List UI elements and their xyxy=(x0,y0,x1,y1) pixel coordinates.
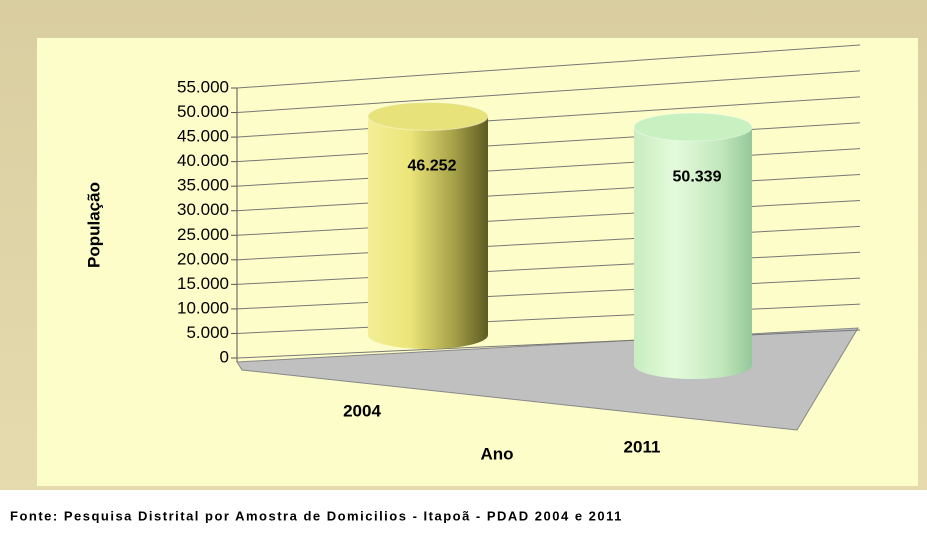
value-label: 46.252 xyxy=(408,158,457,175)
grid-line xyxy=(236,70,861,114)
grid-line xyxy=(236,44,861,89)
y-tick-label: 5.000 xyxy=(186,323,229,342)
source-note: Fonte: Pesquisa Distrital por Amostra de… xyxy=(10,508,623,523)
x-tick-label: 2004 xyxy=(343,401,381,420)
y-tick-label: 40.000 xyxy=(177,151,229,170)
y-tick-label: 0 xyxy=(220,347,229,366)
value-label: 50.339 xyxy=(673,168,722,185)
bar-top xyxy=(633,112,753,142)
y-tick-label: 45.000 xyxy=(177,127,229,146)
grid-line xyxy=(236,225,861,261)
grid-line xyxy=(236,303,861,334)
grid-line xyxy=(236,251,861,285)
y-tick-label: 20.000 xyxy=(177,249,229,268)
x-tick-label: 2011 xyxy=(624,437,661,456)
bar-top xyxy=(367,101,489,131)
footer-band xyxy=(0,490,927,529)
y-tick-label: 55.000 xyxy=(177,77,229,96)
y-tick-label: 10.000 xyxy=(177,298,229,317)
grid-line xyxy=(236,174,861,212)
bar xyxy=(368,116,488,349)
grid-line xyxy=(236,199,861,236)
x-axis-title: Ano xyxy=(480,444,513,463)
y-axis-title: População xyxy=(84,182,103,268)
y-tick-label: 30.000 xyxy=(177,200,229,219)
y-tick-label: 35.000 xyxy=(177,176,229,195)
y-tick-label: 15.000 xyxy=(177,274,229,293)
y-tick-label: 50.000 xyxy=(177,102,229,121)
grid-line xyxy=(236,96,861,138)
grid-line xyxy=(236,329,861,359)
grid-line xyxy=(236,122,861,163)
y-tick-label: 25.000 xyxy=(177,225,229,244)
grid-line xyxy=(236,277,861,310)
bar xyxy=(634,127,752,380)
grid-line xyxy=(236,148,861,187)
